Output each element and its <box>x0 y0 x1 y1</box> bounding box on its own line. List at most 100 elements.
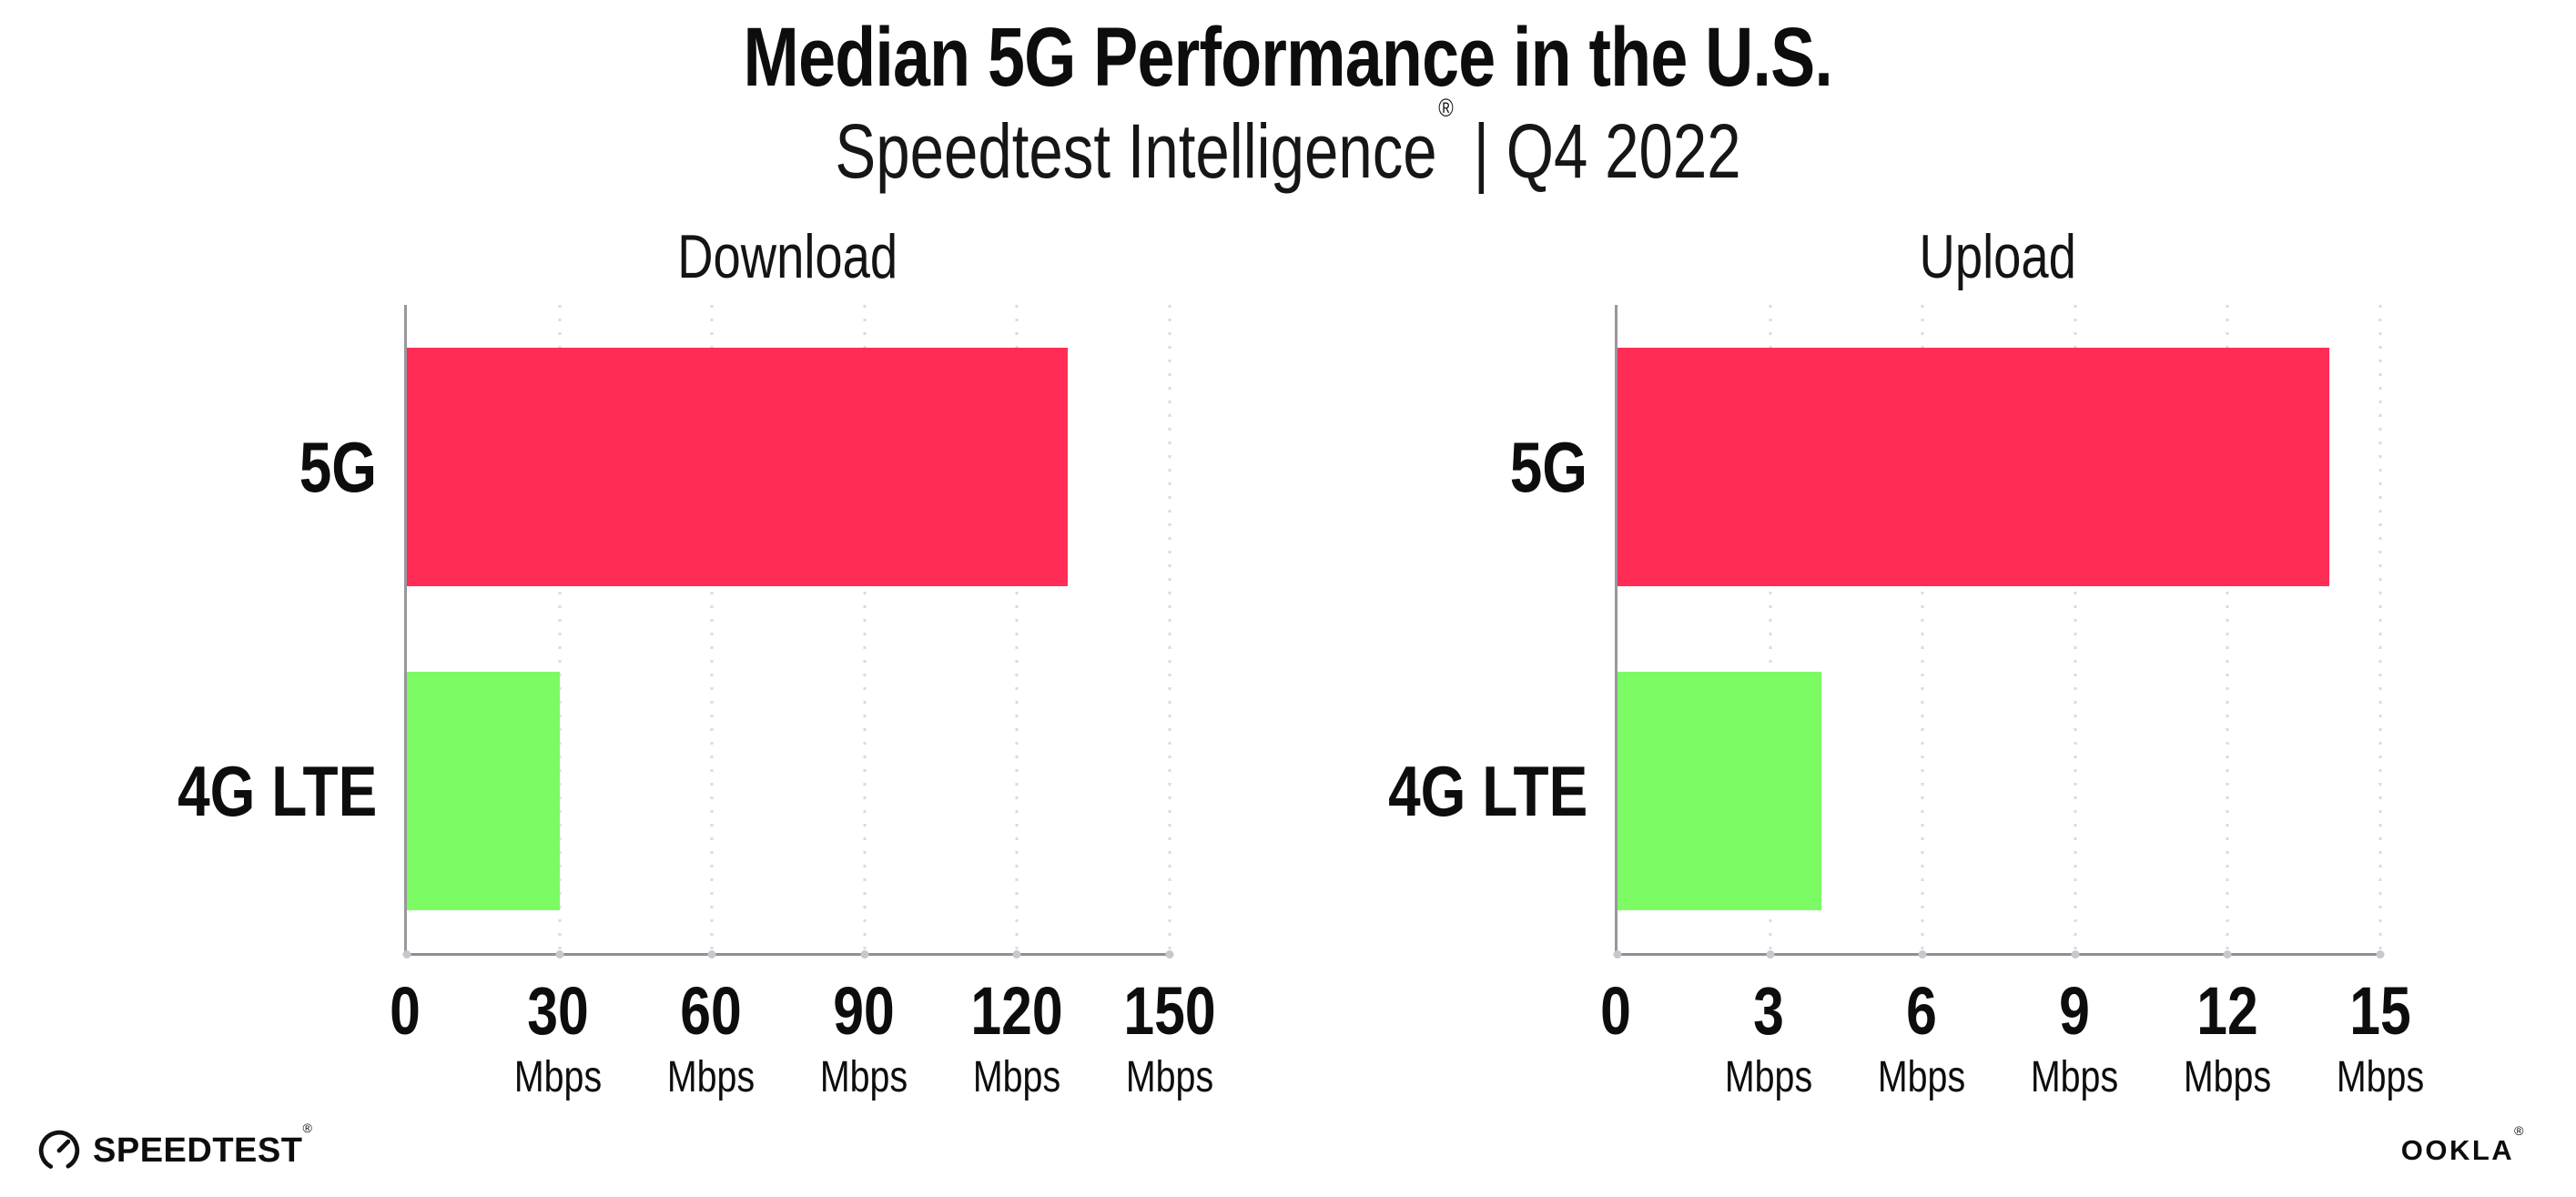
x-tick-label: 15 Mbps <box>2337 978 2424 1100</box>
gridline <box>2378 305 2382 954</box>
axis-tick-dot <box>555 950 564 959</box>
gridline <box>1921 305 1924 954</box>
bar-band <box>1618 629 2380 953</box>
category-label: 4G LTE <box>1388 750 1588 831</box>
x-tick-value: 150 <box>1123 973 1216 1050</box>
gridline <box>2074 305 2077 954</box>
axis-tick-dot <box>1165 950 1174 959</box>
gridline <box>1769 305 1772 954</box>
category-label: 5G <box>1509 426 1588 507</box>
page-title-text: Median 5G Performance in the U.S. <box>743 11 1833 104</box>
x-tick-value: 0 <box>390 973 421 1050</box>
ookla-label: OOKLA <box>2400 1134 2515 1166</box>
x-tick-label: 150 Mbps <box>1123 978 1215 1100</box>
x-tick-label: 6 Mbps <box>1878 978 1965 1100</box>
x-tick-unit: Mbps <box>1877 1053 1966 1102</box>
plot-area <box>402 305 1174 959</box>
charts-row: Download 5G 4G LTE 0 30 Mbps 60 Mbps 90 Mbps 120… <box>0 218 2576 1137</box>
subtitle-brand: Speedtest Intelligence <box>835 108 1437 195</box>
x-tick-value: 15 <box>2349 973 2411 1050</box>
bar-band <box>1618 305 2380 629</box>
page-subtitle-text: Speedtest Intelligence® | Q4 2022 <box>835 94 1741 195</box>
axis-tick-dot <box>707 950 716 959</box>
x-tick-unit: Mbps <box>2030 1053 2119 1102</box>
gridline <box>1015 305 1019 954</box>
gridline <box>1168 305 1171 954</box>
x-tick-unit: Mbps <box>972 1053 1061 1102</box>
x-tick-value: 60 <box>680 973 742 1050</box>
x-tick-label: 60 Mbps <box>667 978 755 1100</box>
x-tick-value: 3 <box>1753 973 1784 1050</box>
gridline <box>2226 305 2229 954</box>
speedtest-wordmark: SPEEDTEST® <box>93 1121 312 1171</box>
x-tick-value: 6 <box>1906 973 1937 1050</box>
x-tick-unit: Mbps <box>666 1053 756 1102</box>
axis-tick-dot <box>860 950 869 959</box>
plot-area <box>1613 305 2385 959</box>
speedtest-logo: SPEEDTEST® <box>36 1121 312 1173</box>
bar-band <box>407 629 1170 953</box>
category-band: 5G <box>1320 305 1615 629</box>
x-tick-label: 30 Mbps <box>514 978 602 1100</box>
x-tick-value: 9 <box>2059 973 2090 1050</box>
x-tick-label: 120 Mbps <box>970 978 1062 1100</box>
category-band: 5G <box>109 305 404 629</box>
page-subtitle: Speedtest Intelligence® | Q4 2022 <box>0 94 2576 195</box>
speedtest-gauge-icon <box>38 1130 80 1172</box>
axis-tick-dot <box>1766 950 1775 959</box>
axis-tick-dot <box>1613 950 1622 959</box>
ookla-logo: OOKLA® <box>2400 1123 2526 1167</box>
x-tick-label: 0 <box>1600 978 1631 1045</box>
x-tick-unit: Mbps <box>513 1053 603 1102</box>
bar-5g <box>1618 348 2330 587</box>
axis-tick-dot <box>2376 950 2385 959</box>
ookla-registered-icon: ® <box>2514 1123 2526 1138</box>
registered-mark-icon: ® <box>1438 94 1454 123</box>
bar-band <box>407 305 1170 629</box>
x-tick-unit: Mbps <box>2183 1053 2272 1102</box>
x-tick-unit: Mbps <box>819 1053 908 1102</box>
bar-4g-lte <box>1618 672 1821 911</box>
subtitle-period: | Q4 2022 <box>1455 108 1741 195</box>
header: Median 5G Performance in the U.S. Speedt… <box>0 0 2576 194</box>
x-axis-labels: 0 30 Mbps 60 Mbps 90 Mbps 120 Mbps 150 Mbps <box>390 978 1215 1137</box>
ookla-wordmark: OOKLA® <box>2400 1123 2526 1166</box>
x-axis-labels: 0 3 Mbps 6 Mbps 9 Mbps 12 Mbps 15 Mbps <box>1600 973 2424 1137</box>
x-tick-unit: Mbps <box>2336 1053 2425 1102</box>
x-tick-unit: Mbps <box>1724 1053 1813 1102</box>
x-tick-label: 3 Mbps <box>1725 978 1812 1100</box>
category-label: 5G <box>299 426 378 507</box>
x-tick-value: 120 <box>970 973 1063 1050</box>
x-tick-value: 30 <box>527 973 589 1050</box>
gridline <box>863 305 867 954</box>
category-band: 4G LTE <box>1320 629 1615 953</box>
gridline <box>710 305 714 954</box>
chart-title: Upload <box>1919 222 2077 292</box>
category-labels: 5G 4G LTE <box>1320 305 1615 953</box>
axis-tick-dot <box>1012 950 1021 959</box>
category-labels: 5G 4G LTE <box>109 305 404 953</box>
x-tick-value: 0 <box>1600 973 1631 1050</box>
category-label: 4G LTE <box>177 750 378 831</box>
x-tick-unit: Mbps <box>1125 1053 1214 1102</box>
category-band: 4G LTE <box>109 629 404 953</box>
speedtest-registered-icon: ® <box>302 1120 313 1135</box>
axis-tick-dot <box>402 950 411 959</box>
x-tick-value: 12 <box>2196 973 2258 1050</box>
footer: SPEEDTEST® OOKLA® <box>0 1121 2576 1173</box>
chart-title-wrap: Upload <box>1616 218 2380 296</box>
axis-tick-dot <box>2223 950 2232 959</box>
plot-row: 5G 4G LTE <box>109 305 1174 959</box>
gridline <box>558 305 562 954</box>
bar-5g <box>407 348 1069 587</box>
upload-chart: Upload 5G 4G LTE 0 3 Mbps 6 Mbps 9 Mbps 12 Mbps 15… <box>1320 218 2424 1137</box>
plot-row: 5G 4G LTE <box>1320 305 2385 959</box>
chart-title: Download <box>677 222 898 292</box>
chart-title-wrap: Download <box>405 218 1170 296</box>
speedtest-label: SPEEDTEST <box>93 1131 303 1170</box>
x-tick-label: 12 Mbps <box>2184 978 2271 1100</box>
axis-tick-dot <box>2071 950 2080 959</box>
x-tick-label: 90 Mbps <box>820 978 908 1100</box>
bar-4g-lte <box>407 672 560 911</box>
